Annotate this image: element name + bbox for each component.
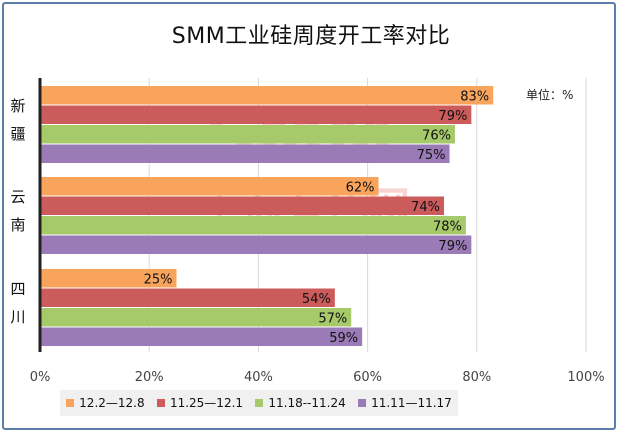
legend-item: 11.18--11.24 — [255, 396, 346, 410]
unit-label: 单位：% — [526, 88, 574, 102]
bar — [40, 196, 445, 215]
legend-swatch — [255, 399, 264, 407]
legend-label: 11.11—11.17 — [371, 396, 452, 410]
legend: 12.2—12.8 11.25—12.1 11.18--11.24 11.11—11.… — [60, 390, 458, 416]
bar-value-label: 54% — [302, 292, 331, 307]
bar-value-label: 83% — [460, 89, 489, 104]
legend-label: 12.2—12.8 — [79, 396, 145, 410]
bar — [40, 235, 472, 254]
legend-label: 11.25—12.1 — [169, 396, 244, 410]
category-label: 疆 — [10, 125, 25, 143]
bar-value-label: 78% — [433, 219, 462, 234]
legend-swatch — [66, 399, 75, 407]
x-tick-label: 100% — [567, 370, 604, 385]
bar — [40, 327, 363, 346]
bar — [40, 86, 494, 105]
legend-swatch — [358, 399, 367, 407]
category-label: 川 — [10, 308, 25, 326]
bar — [40, 105, 472, 124]
category-label: 新 — [10, 97, 25, 115]
bar-value-label: 79% — [438, 109, 467, 124]
x-tick-label: 40% — [244, 370, 273, 385]
bar — [40, 216, 466, 235]
category-label: 云 — [10, 188, 25, 206]
x-tick-label: 80% — [462, 370, 491, 385]
bar — [40, 269, 177, 288]
bar-value-label: 76% — [422, 128, 451, 143]
x-tick-label: 0% — [30, 370, 51, 385]
legend-label: 11.18--11.24 — [268, 396, 346, 410]
chart-title: SMM工业硅周度开工率对比 — [171, 24, 451, 49]
x-tick-label: 20% — [135, 370, 164, 385]
bar — [40, 288, 335, 307]
x-tick-label: 60% — [353, 370, 382, 385]
category-label: 四 — [10, 280, 25, 298]
bar-value-label: 79% — [438, 239, 467, 254]
legend-item: 11.25—12.1 — [156, 396, 244, 410]
bar — [40, 177, 379, 196]
bar — [40, 308, 352, 327]
legend-item: 11.11—11.17 — [358, 396, 452, 410]
bar-value-label: 74% — [411, 200, 440, 215]
category-label: 南 — [10, 216, 25, 234]
bar — [40, 125, 455, 144]
bar-value-label: 75% — [417, 148, 446, 163]
bar-value-label: 59% — [329, 331, 358, 346]
legend-item: 12.2—12.8 — [66, 396, 145, 410]
legend-swatch — [156, 399, 165, 407]
bar-value-label: 25% — [144, 272, 173, 287]
bar-value-label: 57% — [318, 311, 347, 326]
bar-value-label: 62% — [346, 180, 375, 195]
bar — [40, 144, 450, 163]
